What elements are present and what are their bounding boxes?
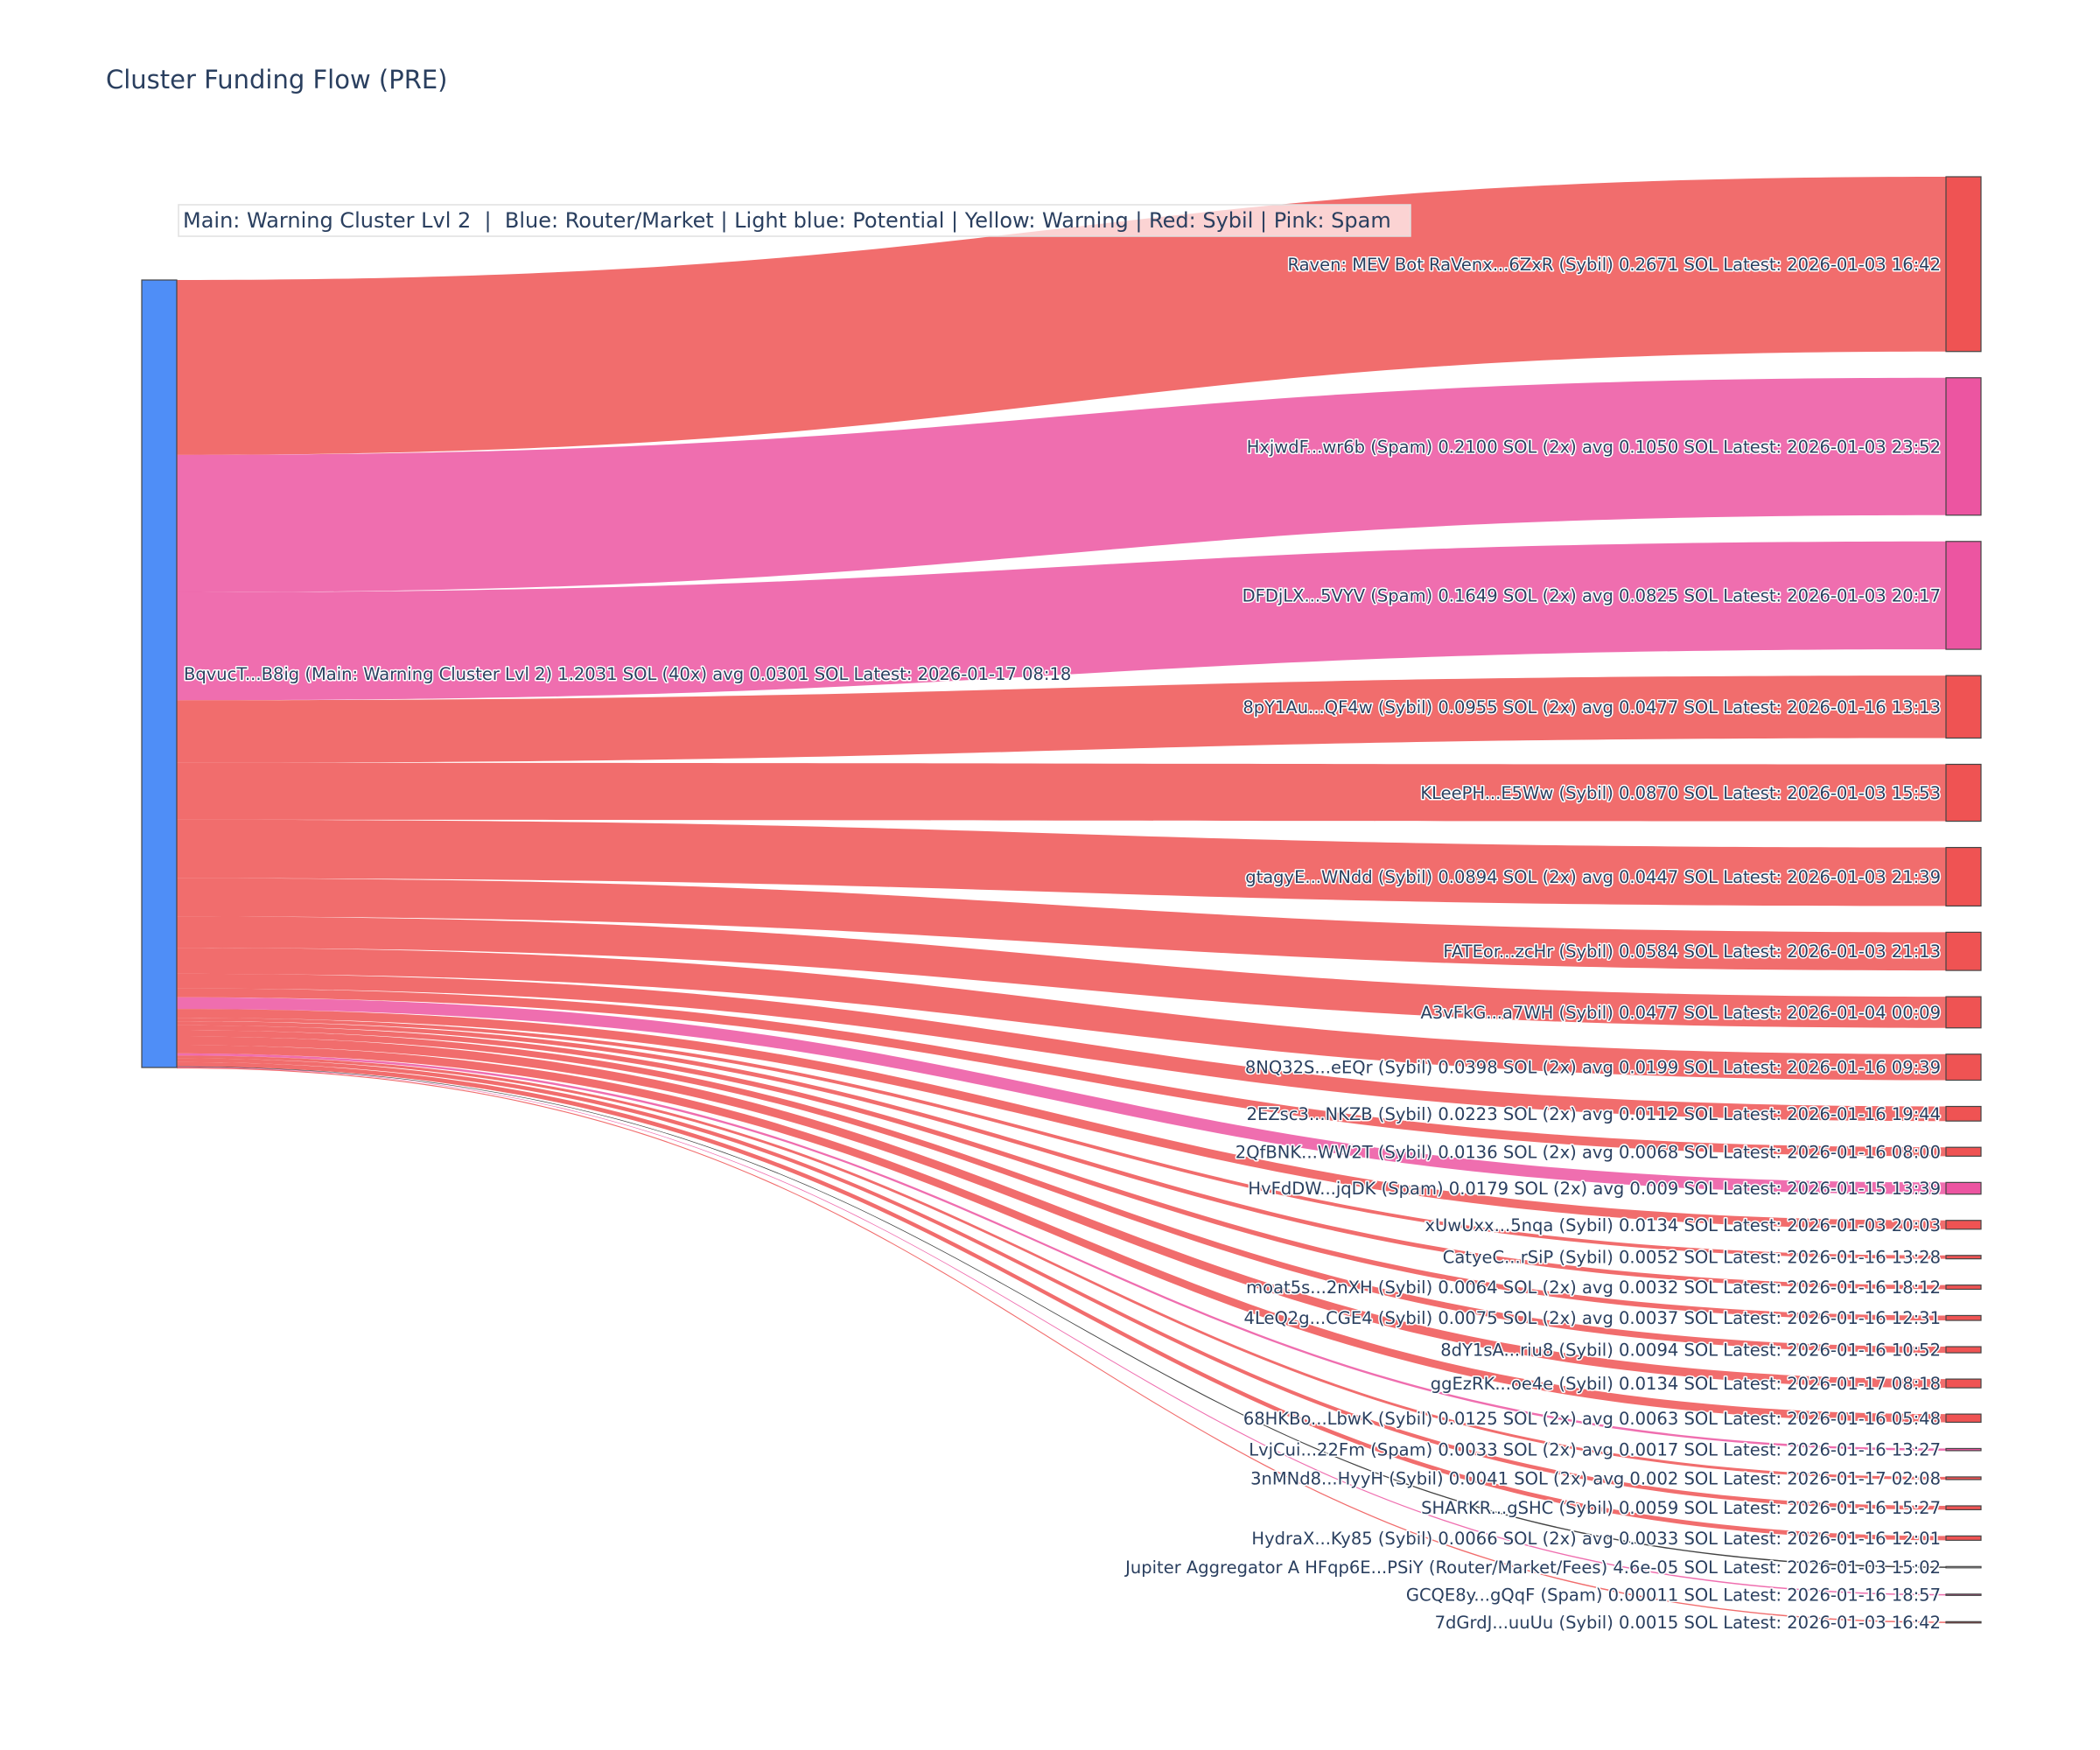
target-node-16 xyxy=(1945,1314,1982,1321)
legend-box xyxy=(178,204,1411,237)
target-node-2 xyxy=(1945,377,1982,516)
target-node-21 xyxy=(1945,1476,1982,1480)
flow-link-13 xyxy=(177,1009,1946,1229)
flow-link-19 xyxy=(177,1045,1946,1423)
sankey-nodes xyxy=(141,176,1982,1624)
target-node-label-16: 4LeQ2g...CGE4 (Sybil) 0.0075 SOL (2x) av… xyxy=(1244,1308,1941,1328)
target-node-label-14: CatyeC...rSiP (Sybil) 0.0052 SOL Latest:… xyxy=(1443,1248,1941,1268)
flow-link-26 xyxy=(177,1067,1946,1623)
target-node-label-5: KLeePH...E5Ww (Sybil) 0.0870 SOL Latest:… xyxy=(1420,783,1941,803)
target-node-label-24: Jupiter Aggregator A HFqp6E...PSiY (Rout… xyxy=(1124,1558,1941,1578)
flow-link-21 xyxy=(177,1055,1946,1480)
flow-link-12 xyxy=(177,997,1946,1194)
target-node-label-6: gtagyE...WNdd (Sybil) 0.0894 SOL (2x) av… xyxy=(1245,867,1941,887)
target-node-label-17: 8dY1sA...riu8 (Sybil) 0.0094 SOL Latest:… xyxy=(1440,1340,1941,1361)
target-node-26 xyxy=(1945,1620,1982,1624)
flow-link-4 xyxy=(177,676,1946,763)
chart-title: Cluster Funding Flow (PRE) xyxy=(106,65,447,94)
flow-link-3 xyxy=(177,541,1946,701)
target-node-label-19: 68HKBo...LbwK (Sybil) 0.0125 SOL (2x) av… xyxy=(1243,1409,1941,1429)
target-node-18 xyxy=(1945,1378,1982,1389)
target-node-3 xyxy=(1945,541,1982,650)
source-node-label: BqvucT...B8ig (Main: Warning Cluster Lvl… xyxy=(184,664,1071,684)
flow-links xyxy=(177,177,1946,1623)
target-node-24 xyxy=(1945,1565,1982,1569)
flow-link-17 xyxy=(177,1030,1946,1354)
flow-link-10 xyxy=(177,973,1946,1122)
flow-link-16 xyxy=(177,1025,1946,1321)
target-node-13 xyxy=(1945,1220,1982,1230)
target-node-label-8: A3vFkG...a7WH (Sybil) 0.0477 SOL Latest:… xyxy=(1420,1003,1941,1023)
target-node-20 xyxy=(1945,1447,1982,1452)
target-node-label-4: 8pY1Au...QF4w (Sybil) 0.0955 SOL (2x) av… xyxy=(1242,697,1941,718)
flow-link-23 xyxy=(177,1061,1946,1541)
flow-link-7 xyxy=(177,878,1946,971)
target-node-23 xyxy=(1945,1535,1982,1541)
flow-link-22 xyxy=(177,1058,1946,1510)
flow-link-8 xyxy=(177,916,1946,1028)
flow-link-15 xyxy=(177,1021,1946,1290)
flow-link-2 xyxy=(177,377,1946,592)
target-node-9 xyxy=(1945,1054,1982,1082)
source-node xyxy=(141,279,178,1068)
target-node-label-20: LvjCui...22Fm (Spam) 0.0033 SOL (2x) avg… xyxy=(1249,1440,1941,1460)
legend: Main: Warning Cluster Lvl 2 | Blue: Rout… xyxy=(178,204,1411,237)
target-node-label-13: xUwUxx...5nqa (Sybil) 0.0134 SOL Latest:… xyxy=(1424,1215,1941,1236)
node-labels: BqvucT...B8ig (Main: Warning Cluster Lvl… xyxy=(183,253,1942,1634)
target-node-14 xyxy=(1945,1255,1982,1260)
target-node-6 xyxy=(1945,846,1982,907)
legend-text: Main: Warning Cluster Lvl 2 | Blue: Rout… xyxy=(183,208,1391,233)
flow-link-14 xyxy=(177,1018,1946,1259)
flow-link-11 xyxy=(177,988,1946,1157)
target-node-label-18: ggEzRK...oe4e (Sybil) 0.0134 SOL Latest:… xyxy=(1431,1374,1941,1394)
flow-link-25 xyxy=(177,1067,1946,1596)
target-node-label-25: GCQE8y...gQqF (Spam) 0.00011 SOL Latest:… xyxy=(1406,1586,1941,1606)
target-node-label-23: HydraX...Ky85 (Sybil) 0.0066 SOL (2x) av… xyxy=(1251,1529,1941,1549)
target-node-label-12: HvFdDW...jqDK (Spam) 0.0179 SOL (2x) avg… xyxy=(1248,1179,1941,1199)
flow-link-1 xyxy=(177,177,1946,455)
target-node-label-11: 2QfBNK...WW2T (Sybil) 0.0136 SOL (2x) av… xyxy=(1236,1142,1941,1162)
target-node-label-22: SHARKR...gSHC (Sybil) 0.0059 SOL Latest:… xyxy=(1421,1498,1941,1518)
flow-link-9 xyxy=(177,948,1946,1081)
target-node-25 xyxy=(1945,1593,1982,1596)
target-node-12 xyxy=(1945,1181,1982,1195)
target-node-1 xyxy=(1945,176,1982,353)
target-node-label-2: HxjwdF...wr6b (Spam) 0.2100 SOL (2x) avg… xyxy=(1247,437,1941,457)
flow-link-5 xyxy=(177,762,1946,822)
target-node-22 xyxy=(1945,1505,1982,1510)
target-node-19 xyxy=(1945,1413,1982,1424)
target-node-4 xyxy=(1945,675,1982,739)
flow-link-20 xyxy=(177,1053,1946,1451)
target-node-5 xyxy=(1945,763,1982,822)
target-node-label-21: 3nMNd8...HyyH (Sybil) 0.0041 SOL (2x) av… xyxy=(1250,1468,1941,1488)
target-node-label-3: DFDjLX...5VYV (Spam) 0.1649 SOL (2x) avg… xyxy=(1242,585,1941,606)
target-node-11 xyxy=(1945,1146,1982,1157)
target-node-label-1: Raven: MEV Bot RaVenx...6ZxR (Sybil) 0.2… xyxy=(1287,255,1941,275)
target-node-label-10: 2EZsc3...NKZB (Sybil) 0.0223 SOL (2x) av… xyxy=(1247,1104,1941,1124)
flow-link-24 xyxy=(177,1066,1946,1568)
flow-link-6 xyxy=(177,819,1946,906)
target-node-label-7: FATEor...zcHr (Sybil) 0.0584 SOL Latest:… xyxy=(1443,942,1941,962)
target-node-7 xyxy=(1945,931,1982,971)
target-node-label-15: moat5s...2nXH (Sybil) 0.0064 SOL (2x) av… xyxy=(1246,1278,1941,1298)
flow-link-18 xyxy=(177,1036,1946,1389)
target-node-10 xyxy=(1945,1105,1982,1122)
target-node-label-26: 7dGrdJ...uuUu (Sybil) 0.0015 SOL Latest:… xyxy=(1435,1613,1941,1633)
target-node-17 xyxy=(1945,1346,1982,1354)
target-node-8 xyxy=(1945,996,1982,1029)
target-node-15 xyxy=(1945,1284,1982,1291)
target-node-label-9: 8NQ32S...eEQr (Sybil) 0.0398 SOL (2x) av… xyxy=(1245,1058,1941,1078)
